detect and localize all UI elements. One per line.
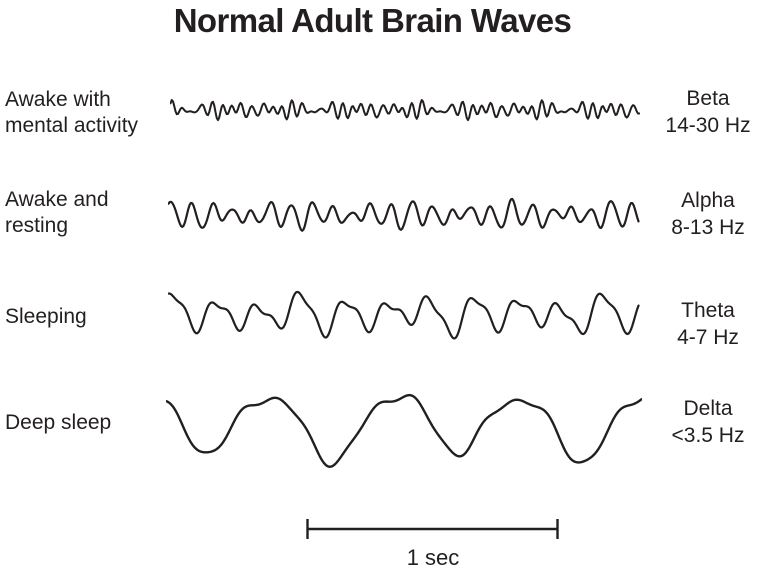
state-label-awake-resting: Awake and resting	[5, 188, 109, 237]
alpha-wave-trace	[168, 197, 640, 232]
band-frequency: 8-13 Hz	[671, 216, 745, 239]
figure-title: Normal Adult Brain Waves	[173, 2, 572, 39]
state-label-sleeping: Sleeping	[5, 305, 87, 328]
scale-bar-label: 1 sec	[406, 545, 460, 570]
band-frequency: 14-30 Hz	[665, 114, 751, 137]
theta-wave-trace	[168, 290, 640, 340]
band-label-alpha: Alpha 8-13 Hz	[658, 187, 757, 241]
band-label-delta: Delta <3.5 Hz	[658, 395, 757, 449]
band-frequency: <3.5 Hz	[671, 424, 745, 447]
band-name: Beta	[686, 87, 730, 110]
state-label-deep-sleep: Deep sleep	[5, 411, 112, 434]
band-label-theta: Theta 4-7 Hz	[658, 297, 757, 351]
band-name: Delta	[683, 397, 733, 420]
band-label-beta: Beta 14-30 Hz	[658, 85, 757, 139]
band-name: Theta	[681, 299, 735, 322]
state-label-awake-mental-activity: Awake with mental activity	[5, 88, 139, 137]
band-frequency: 4-7 Hz	[677, 326, 739, 349]
beta-wave-trace	[170, 99, 640, 122]
time-scale-bar	[306, 519, 559, 539]
band-name: Alpha	[681, 189, 735, 212]
delta-wave-trace	[166, 393, 642, 468]
